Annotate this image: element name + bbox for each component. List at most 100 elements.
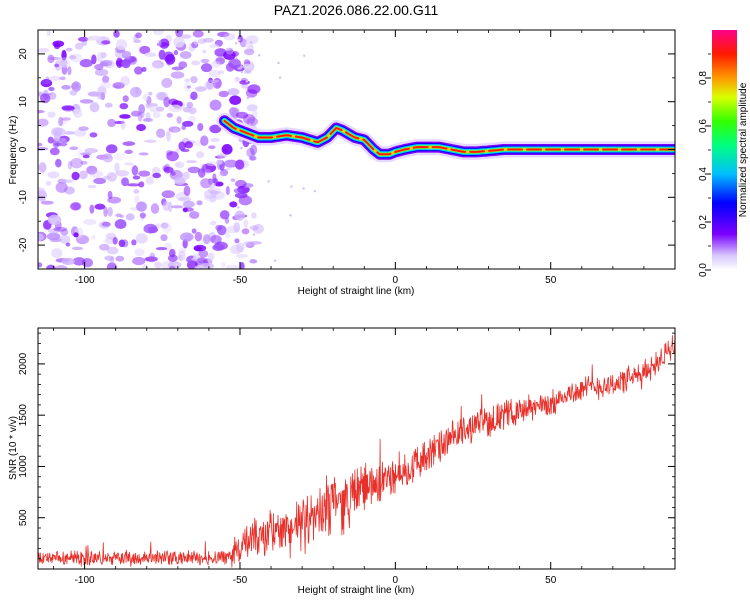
noise-blob [178,61,188,69]
noise-blob [191,228,197,234]
noise-blob [115,255,125,262]
noise-speck [258,54,261,57]
noise-blob [55,158,62,168]
noise-blob [52,40,65,48]
snr-y-tick-label: 1500 [18,404,29,427]
noise-blob [38,109,45,114]
noise-blob [153,261,162,269]
noise-blob [120,119,126,130]
noise-blob [202,49,207,54]
noise-blob [114,120,125,125]
noise-blob [64,131,75,135]
noise-blob [121,177,130,187]
noise-blob [217,70,225,75]
noise-blob [91,234,96,240]
noise-blob [132,175,141,180]
noise-blob [225,167,232,171]
noise-blob [83,218,97,226]
noise-blob [45,180,52,186]
noise-speck [237,206,240,209]
snr-plot-area [38,335,675,568]
noise-blob [235,253,249,258]
noise-blob [49,147,60,156]
spectrogram-signal-track [216,112,675,163]
noise-blob [122,95,129,103]
noise-blob [189,211,200,219]
noise-blob [134,66,143,75]
noise-blob [78,126,89,131]
noise-blob [142,117,153,122]
noise-blob [191,60,201,66]
noise-blob [208,79,220,83]
noise-blob [178,248,187,254]
spectrogram-noise-region [38,30,316,269]
noise-blob [170,205,184,209]
noise-blob [107,196,122,204]
noise-blob [152,111,161,119]
spectrogram-x-tick-label: -50 [233,275,248,286]
noise-blob [210,234,222,244]
noise-blob [248,156,257,161]
noise-blob [170,71,185,79]
noise-blob [71,171,80,181]
colorbar-ticks: 0.0 0.2 0.4 0.6 0.8 [698,53,711,277]
noise-blob [209,99,222,111]
spectrogram-y-axis: 20 10 0 -10 -20 [18,29,675,270]
noise-speck [289,214,292,217]
noise-blob [174,161,185,169]
noise-blob [221,144,233,155]
noise-blob [107,190,113,200]
noise-blob [46,264,56,269]
noise-speck [246,96,250,100]
noise-blob [209,124,222,134]
noise-blob [61,257,75,266]
noise-blob [224,217,230,224]
noise-blob [94,203,106,210]
noise-blob [196,151,205,159]
noise-blob [144,139,157,143]
noise-blob [47,171,60,179]
noise-blob [134,248,145,257]
noise-blob [107,118,116,128]
noise-blob [39,93,51,104]
noise-blob [71,82,79,90]
noise-blob [217,153,227,159]
noise-blob [170,171,176,176]
noise-blob [121,50,132,59]
noise-blob [99,243,110,251]
noise-blob [69,90,78,96]
noise-blob [138,152,149,156]
noise-blob [106,172,118,182]
noise-blob [190,75,198,84]
noise-blob [142,93,149,102]
noise-blob [180,232,194,242]
noise-blob [234,192,248,199]
noise-blob [167,254,178,262]
noise-blob [218,90,229,98]
noise-blob [174,105,181,110]
noise-blob [149,252,156,261]
noise-speck [240,146,243,150]
noise-blob [210,60,221,69]
noise-blob [186,85,191,89]
noise-blob [175,30,184,38]
spectrogram-x-axis: -100 -50 0 50 [53,30,676,286]
noise-blob [173,50,179,56]
snr-x-tick-label: 0 [393,575,399,586]
noise-blob [234,210,245,221]
noise-blob [242,240,256,247]
noise-blob [128,55,138,65]
noise-blob [61,49,67,61]
noise-blob [151,166,161,175]
colorbar-tick-label: 0.8 [698,71,709,85]
noise-blob [38,146,49,151]
noise-blob [38,162,47,173]
noise-blob [245,241,255,249]
noise-blob [113,153,126,161]
snr-y-tick-label: 2000 [18,352,29,375]
noise-blob [204,80,216,90]
noise-speck [238,38,241,42]
colorbar-tick-label: 0.0 [698,263,709,277]
noise-blob [96,91,106,100]
snr-series-line [38,335,675,568]
